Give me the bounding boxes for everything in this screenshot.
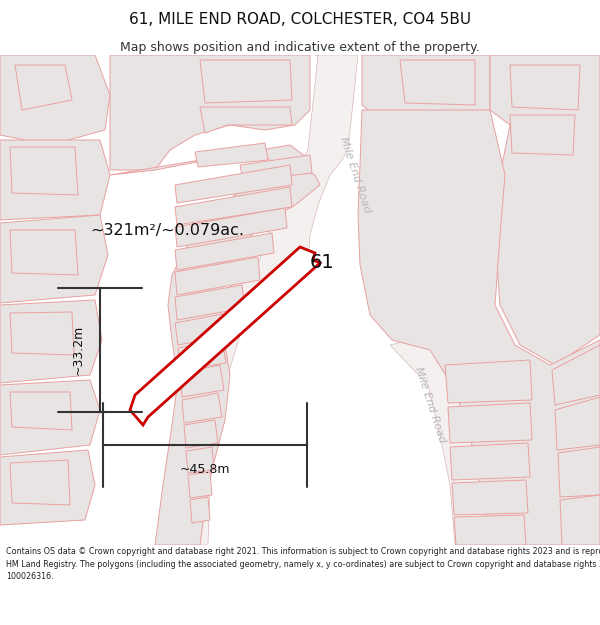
Polygon shape: [0, 450, 95, 525]
Polygon shape: [188, 472, 212, 498]
Polygon shape: [450, 443, 530, 480]
Polygon shape: [178, 340, 226, 370]
Polygon shape: [448, 403, 532, 443]
Polygon shape: [190, 497, 210, 523]
Text: Mile End Road: Mile End Road: [413, 366, 447, 444]
Polygon shape: [200, 107, 292, 133]
Polygon shape: [175, 165, 292, 203]
Polygon shape: [400, 60, 475, 105]
Polygon shape: [180, 365, 224, 397]
Text: ~321m²/~0.079ac.: ~321m²/~0.079ac.: [90, 222, 244, 238]
Text: Contains OS data © Crown copyright and database right 2021. This information is : Contains OS data © Crown copyright and d…: [6, 548, 600, 581]
Polygon shape: [0, 215, 108, 303]
Polygon shape: [184, 420, 218, 448]
Polygon shape: [10, 460, 70, 505]
Polygon shape: [362, 55, 490, 125]
Polygon shape: [110, 145, 320, 545]
Text: 61: 61: [310, 253, 335, 271]
Text: Map shows position and indicative extent of the property.: Map shows position and indicative extent…: [120, 41, 480, 54]
Polygon shape: [490, 55, 600, 365]
Polygon shape: [552, 345, 600, 405]
Polygon shape: [175, 187, 292, 225]
Polygon shape: [358, 110, 600, 545]
Polygon shape: [15, 65, 72, 110]
Polygon shape: [10, 230, 78, 275]
Polygon shape: [0, 55, 110, 145]
Text: ~45.8m: ~45.8m: [180, 463, 230, 476]
Polygon shape: [10, 147, 78, 195]
Polygon shape: [558, 447, 600, 497]
Polygon shape: [175, 313, 232, 345]
Polygon shape: [110, 55, 310, 170]
Polygon shape: [175, 208, 287, 247]
Polygon shape: [510, 115, 575, 155]
Text: 61, MILE END ROAD, COLCHESTER, CO4 5BU: 61, MILE END ROAD, COLCHESTER, CO4 5BU: [129, 12, 471, 27]
Polygon shape: [130, 247, 320, 425]
Polygon shape: [195, 143, 268, 167]
Polygon shape: [240, 155, 312, 181]
Polygon shape: [390, 335, 495, 545]
Polygon shape: [10, 392, 72, 430]
Polygon shape: [0, 380, 100, 455]
Polygon shape: [445, 360, 532, 403]
Polygon shape: [454, 515, 526, 545]
Polygon shape: [0, 140, 110, 220]
Polygon shape: [560, 495, 600, 545]
Polygon shape: [170, 55, 358, 545]
Text: Mile End Road: Mile End Road: [338, 136, 372, 214]
Polygon shape: [0, 300, 102, 383]
Polygon shape: [186, 447, 214, 473]
Polygon shape: [452, 480, 528, 515]
Text: ~33.2m: ~33.2m: [71, 325, 85, 375]
Polygon shape: [175, 285, 245, 320]
Polygon shape: [200, 60, 292, 103]
Polygon shape: [510, 65, 580, 110]
Polygon shape: [555, 397, 600, 450]
Polygon shape: [175, 233, 274, 270]
Polygon shape: [182, 393, 222, 423]
Polygon shape: [175, 257, 260, 295]
Polygon shape: [10, 312, 74, 355]
